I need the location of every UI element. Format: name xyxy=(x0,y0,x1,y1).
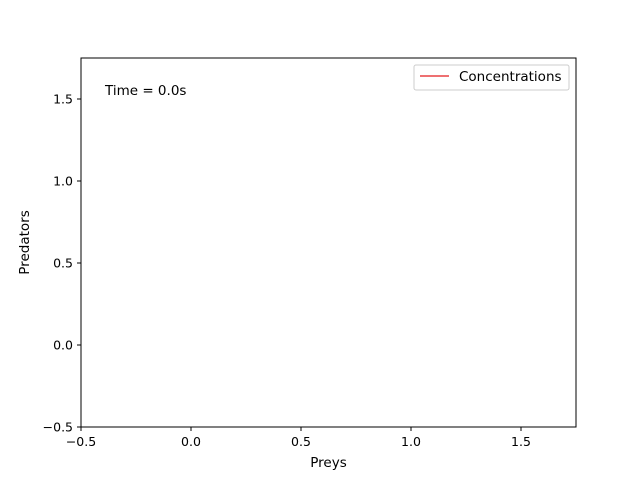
plot-area: Time = 0.0s xyxy=(80,57,577,428)
y-tick-label: 1.5 xyxy=(53,92,73,107)
time-annotation: Time = 0.0s xyxy=(104,83,186,99)
y-axis-ticks: −0.5 0.0 0.5 1.0 1.5 xyxy=(43,92,81,435)
x-tick-label: 0.0 xyxy=(181,434,201,449)
legend-label-concentrations: Concentrations xyxy=(459,69,562,85)
y-axis-label: Predators xyxy=(17,210,33,274)
legend: Concentrations xyxy=(413,64,570,91)
y-tick-label: 1.0 xyxy=(53,174,73,189)
x-axis-ticks: −0.5 0.0 0.5 1.0 1.5 xyxy=(66,427,531,449)
x-tick-label: 1.0 xyxy=(401,434,421,449)
y-tick-label: −0.5 xyxy=(43,420,73,435)
x-tick-label: 1.5 xyxy=(511,434,531,449)
y-tick-label: 0.0 xyxy=(53,338,73,353)
legend-box xyxy=(413,64,570,91)
x-tick-label: 0.5 xyxy=(291,434,311,449)
x-axis-label: Preys xyxy=(310,455,347,471)
x-tick-label: −0.5 xyxy=(66,434,96,449)
axes-frame xyxy=(80,57,577,428)
y-tick-label: 0.5 xyxy=(53,256,73,271)
